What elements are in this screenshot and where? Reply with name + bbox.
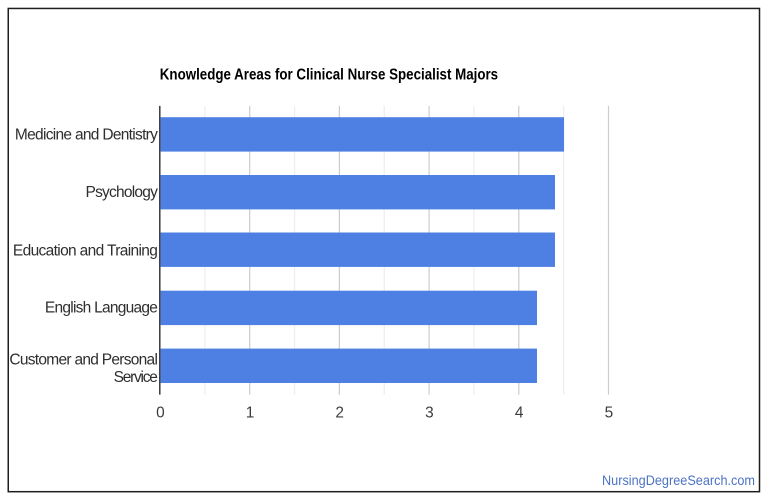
svg-text:4: 4	[515, 404, 524, 421]
svg-text:NursingDegreeSearch.com: NursingDegreeSearch.com	[602, 472, 755, 488]
svg-text:2: 2	[335, 404, 344, 421]
svg-text:Knowledge Areas for Clinical N: Knowledge Areas for Clinical Nurse Speci…	[160, 67, 499, 84]
svg-text:0: 0	[156, 404, 165, 421]
svg-text:1: 1	[246, 404, 255, 421]
svg-text:5: 5	[605, 404, 614, 421]
svg-text:Education and Training: Education and Training	[13, 242, 158, 259]
svg-text:Customer and Personal: Customer and Personal	[9, 351, 158, 368]
svg-text:3: 3	[425, 404, 434, 421]
svg-text:English Language: English Language	[45, 299, 158, 316]
svg-text:Service: Service	[114, 369, 158, 386]
svg-text:Psychology: Psychology	[86, 184, 159, 201]
svg-text:Medicine and Dentistry: Medicine and Dentistry	[15, 127, 158, 144]
